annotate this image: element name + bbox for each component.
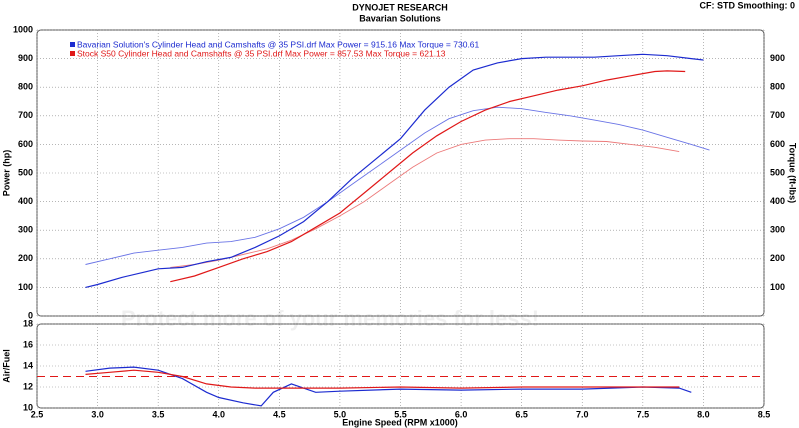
y2-tick-label: 600 <box>770 139 785 149</box>
y-tick-label: 900 <box>18 53 33 63</box>
y-tick-label: 10 <box>23 402 33 412</box>
x-tick-label: 5.0 <box>334 409 347 419</box>
afr-line <box>85 369 680 389</box>
chart-title: DYNOJET RESEARCH <box>352 2 448 12</box>
y-tick-label: 600 <box>18 139 33 149</box>
y-tick-label: 16 <box>23 339 33 349</box>
y2-tick-label: 700 <box>770 110 785 120</box>
y-tick-label: 500 <box>18 167 33 177</box>
y2-tick-label: 500 <box>770 167 785 177</box>
torque-line <box>170 138 680 268</box>
legend-entry: Bavarian Solution's Cylinder Head and Ca… <box>77 39 480 49</box>
y-tick-label: 300 <box>18 225 33 235</box>
y2-tick-label: 300 <box>770 225 785 235</box>
y-tick-label: 200 <box>18 253 33 263</box>
x-tick-label: 7.0 <box>576 409 589 419</box>
y2-tick-label: 900 <box>770 53 785 63</box>
x-tick-label: 8.5 <box>758 409 771 419</box>
watermark: Protect more of your memories for less! <box>121 306 539 331</box>
x-tick-label: 4.5 <box>273 409 286 419</box>
legend-entry: Stock S50 Cylinder Head and Camshafts @ … <box>77 48 446 58</box>
legend-swatch <box>70 42 75 47</box>
y2-tick-label: 200 <box>770 253 785 263</box>
corner-note: CF: STD Smoothing: 0 <box>700 0 796 10</box>
y-tick-label: 1000 <box>13 24 33 34</box>
x-tick-label: 3.0 <box>91 409 104 419</box>
x-tick-label: 2.5 <box>31 409 44 419</box>
y-tick-label: 100 <box>18 282 33 292</box>
y-tick-label: 700 <box>18 110 33 120</box>
x-axis-label: Engine Speed (RPM x1000) <box>342 417 458 427</box>
y2-tick-label: 800 <box>770 82 785 92</box>
y-axis-label: Power (hp) <box>1 150 11 197</box>
y-tick-label: 0 <box>28 310 33 320</box>
y-tick-label: 800 <box>18 82 33 92</box>
x-tick-label: 6.0 <box>455 409 468 419</box>
x-tick-label: 6.5 <box>515 409 528 419</box>
y2-tick-label: 400 <box>770 196 785 206</box>
x-tick-label: 8.0 <box>697 409 710 419</box>
y2-tick-label: 100 <box>770 282 785 292</box>
legend-swatch <box>70 51 75 56</box>
y-tick-label: 14 <box>23 360 33 370</box>
afr-axis-label: Air/Fuel <box>1 349 11 383</box>
x-tick-label: 5.5 <box>394 409 407 419</box>
chart-subtitle: Bavarian Solutions <box>359 13 441 23</box>
x-tick-label: 4.0 <box>212 409 225 419</box>
y-tick-label: 12 <box>23 381 33 391</box>
torque-line <box>85 106 710 265</box>
x-tick-label: 7.5 <box>637 409 650 419</box>
y-tick-label: 400 <box>18 196 33 206</box>
y2-axis-label: Torque (ft-lbs) <box>788 143 798 203</box>
y-tick-label: 18 <box>23 318 33 328</box>
x-tick-label: 3.5 <box>152 409 165 419</box>
power-line <box>170 70 686 283</box>
power-line <box>85 53 704 288</box>
